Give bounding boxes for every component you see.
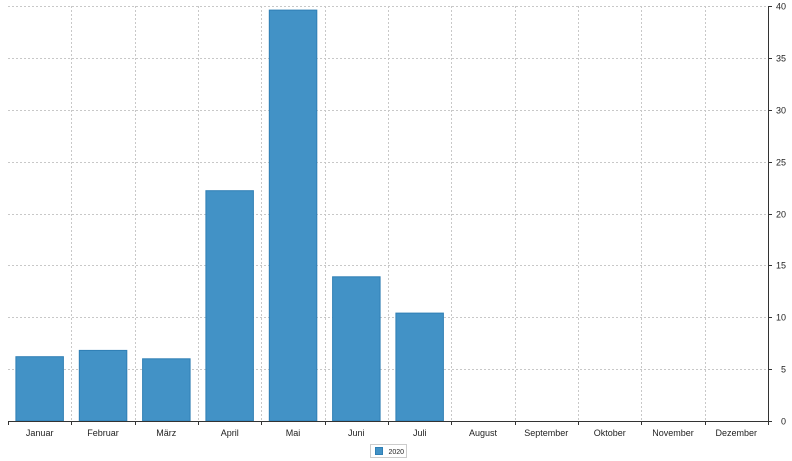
y-tick-label: 10 [776,313,786,323]
bar-juli[interactable] [395,312,444,422]
y-tick-label: 30 [776,106,786,116]
axes [8,6,772,425]
y-tick-label: 35 [776,54,786,64]
y-tick-label: 5 [781,365,786,375]
bar-juni[interactable] [332,276,381,422]
bars [15,9,444,422]
x-tick-label: Februar [87,428,119,438]
x-tick-label: Mai [286,428,301,438]
x-tick-label: Januar [26,428,54,438]
legend-label[interactable]: 2020 [389,449,405,456]
x-tick-label: September [524,428,568,438]
x-tick-label: März [156,428,176,438]
y-tick-label: 20 [776,210,786,220]
y-tick-label: 40 [776,2,786,12]
bar-april[interactable] [205,190,254,422]
x-tick-labels: Januar Februar März April Mai Juni Juli August S… [26,428,757,438]
y-tick-label: 15 [776,261,786,271]
x-tick-label: Dezember [716,428,758,438]
legend-swatch[interactable] [375,447,383,455]
y-tick-label: 25 [776,158,786,168]
y-tick-label: 0 [781,417,786,427]
bar-februar[interactable] [78,349,128,422]
x-tick-label: Juni [348,428,365,438]
x-tick-label: November [652,428,694,438]
bar-mai[interactable] [268,9,318,422]
x-tick-label: Oktober [594,428,626,438]
bar-januar[interactable] [15,356,64,422]
x-tick-label: Juli [413,428,427,438]
bar-märz[interactable] [142,358,191,422]
x-tick-label: April [221,428,239,438]
legend[interactable]: 2020 [370,444,407,458]
x-tick-label: August [469,428,498,438]
y-tick-labels: 0 5 10 15 20 25 30 35 40 [776,2,786,427]
grid-lines [8,6,768,421]
